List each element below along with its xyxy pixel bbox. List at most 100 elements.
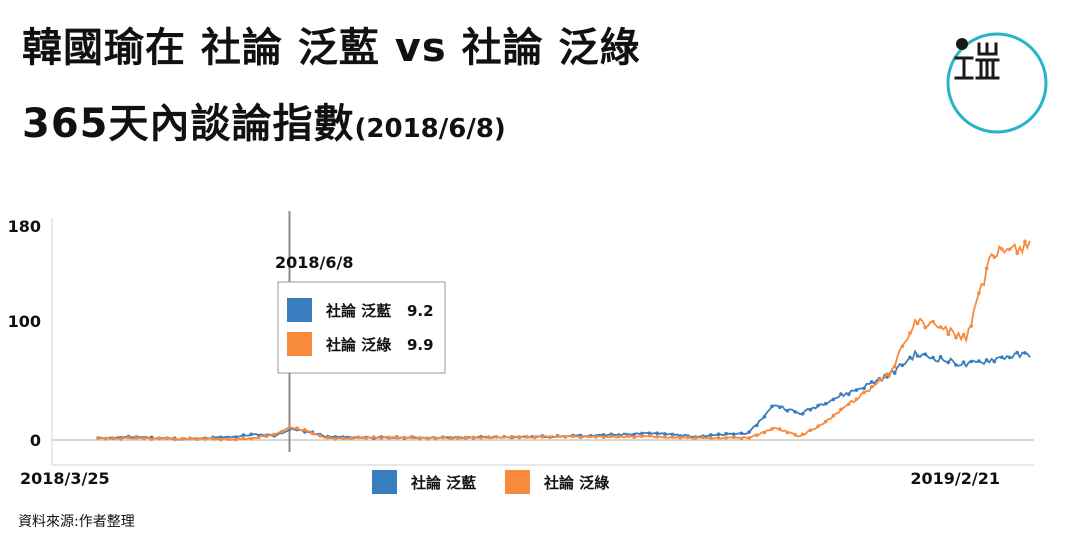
data-point	[471, 435, 476, 440]
data-point	[915, 321, 920, 326]
data-point	[923, 352, 928, 357]
data-point	[601, 435, 606, 440]
data-point	[326, 435, 330, 440]
data-point	[846, 392, 851, 397]
source-note: 資料來源:作者整理	[18, 514, 135, 530]
data-point	[563, 435, 568, 439]
data-point	[632, 435, 636, 440]
y-tick-label: 0	[30, 431, 41, 450]
data-point	[923, 325, 928, 330]
data-point	[456, 436, 460, 441]
data-point	[502, 435, 506, 439]
data-point	[448, 436, 453, 441]
data-point	[640, 434, 644, 439]
data-point	[778, 427, 782, 431]
data-point	[555, 434, 560, 439]
data-point	[234, 437, 238, 442]
data-point	[111, 436, 116, 440]
data-point	[188, 436, 192, 441]
data-point	[234, 435, 238, 439]
data-point	[961, 332, 966, 337]
data-point	[816, 424, 820, 429]
data-point	[877, 378, 882, 382]
data-point	[900, 363, 905, 368]
chart-title-line1: 韓國瑜在 社論 泛藍 vs 社論 泛綠	[22, 25, 641, 71]
data-point	[509, 434, 514, 439]
data-point	[372, 435, 376, 439]
data-point	[892, 371, 897, 375]
data-point	[632, 432, 636, 437]
data-point	[494, 435, 499, 439]
data-point	[1023, 351, 1027, 355]
data-point	[486, 435, 491, 439]
legend-swatch	[505, 470, 530, 494]
data-point	[885, 372, 889, 377]
data-point	[295, 426, 300, 431]
data-point	[440, 435, 445, 440]
data-point	[846, 402, 851, 407]
tooltip-box	[277, 281, 446, 374]
series-line-blue	[97, 349, 1031, 441]
data-point	[1015, 350, 1019, 355]
data-point	[869, 380, 874, 384]
data-point	[180, 436, 185, 441]
data-point	[1015, 251, 1019, 255]
data-point	[755, 433, 759, 438]
data-point	[938, 325, 943, 329]
tooltip-title: 2018/6/8	[275, 253, 353, 272]
data-point	[517, 435, 522, 439]
data-point	[425, 437, 430, 441]
data-point	[548, 435, 552, 440]
data-point	[578, 435, 583, 440]
data-point	[862, 390, 866, 395]
data-point	[172, 437, 177, 442]
data-point	[800, 432, 805, 437]
data-point	[823, 419, 828, 424]
tooltip-series-name: 社論 泛藍	[325, 302, 391, 320]
data-point	[1023, 239, 1027, 244]
data-point	[1007, 247, 1012, 252]
data-point	[800, 412, 805, 416]
data-point	[318, 434, 322, 438]
data-point	[241, 436, 246, 441]
tooltip-value: 9.2	[407, 302, 434, 320]
data-point	[647, 431, 652, 436]
data-point	[747, 430, 751, 434]
data-point	[594, 435, 598, 439]
data-point	[831, 397, 836, 402]
data-point	[778, 405, 782, 410]
data-point	[931, 355, 935, 360]
data-point	[732, 432, 736, 437]
data-point	[670, 432, 675, 437]
data-point	[724, 431, 728, 436]
data-point	[709, 436, 713, 440]
data-point	[678, 436, 682, 440]
data-point	[157, 436, 162, 441]
legend-label: 社論 泛藍	[410, 474, 476, 492]
data-point	[946, 360, 951, 365]
data-point	[977, 359, 981, 363]
data-point	[793, 410, 797, 414]
data-point	[915, 354, 920, 358]
data-point	[249, 432, 253, 437]
data-point	[954, 335, 958, 340]
data-point	[770, 427, 774, 431]
data-point	[785, 408, 790, 413]
data-point	[310, 431, 315, 436]
data-point	[663, 435, 667, 439]
y-tick-label: 180	[8, 217, 41, 236]
data-point	[241, 433, 246, 437]
data-point	[525, 435, 529, 439]
data-point	[992, 359, 997, 364]
data-point	[969, 359, 974, 364]
data-point	[938, 355, 943, 359]
data-point	[410, 435, 414, 440]
data-point	[349, 436, 353, 441]
data-point	[954, 363, 958, 367]
data-point	[977, 291, 981, 296]
legend-label: 社論 泛綠	[543, 474, 610, 492]
data-point	[709, 433, 713, 437]
data-point	[264, 434, 269, 439]
x-tick-label-start: 2018/3/25	[20, 469, 110, 488]
data-point	[655, 431, 659, 436]
